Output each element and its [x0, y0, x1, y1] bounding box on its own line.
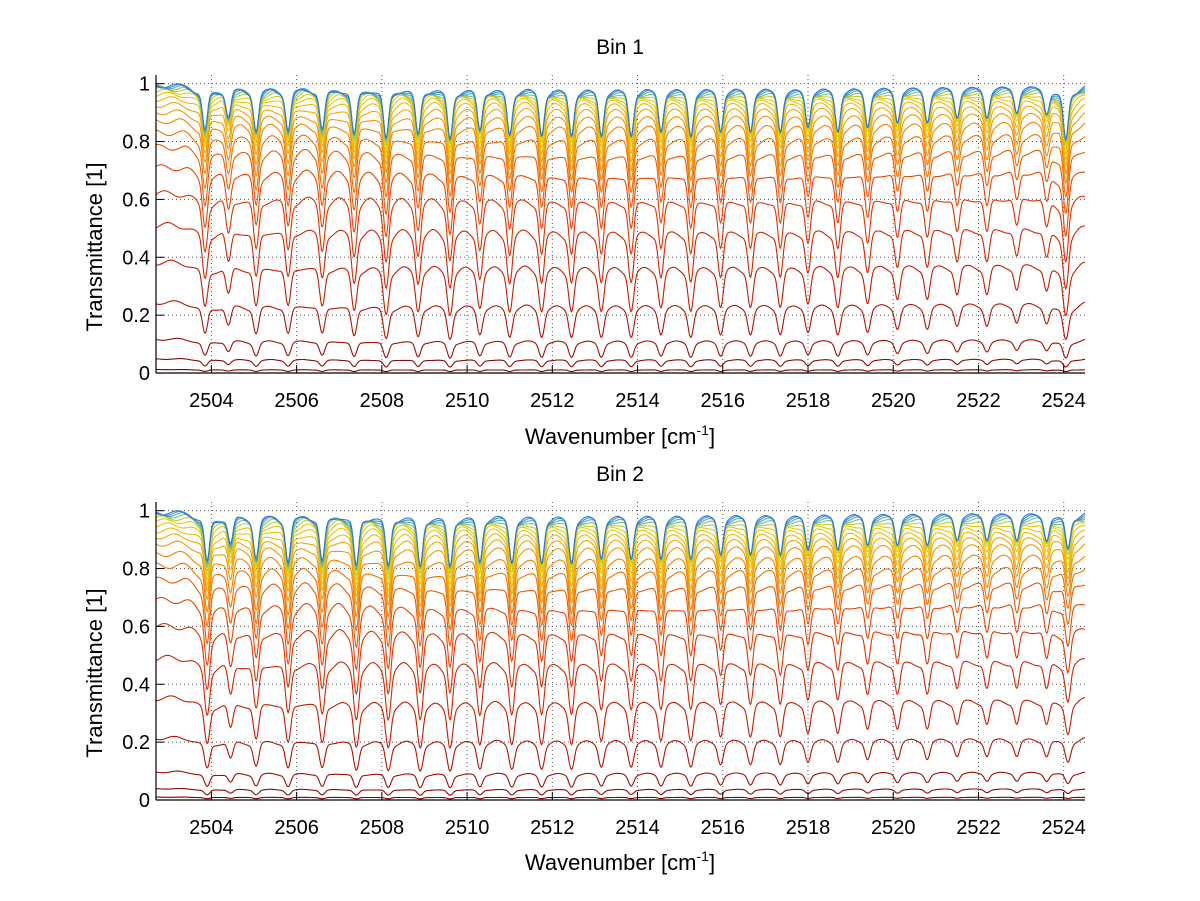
transmittance-series-line	[155, 533, 1086, 600]
transmittance-series-line	[155, 654, 1085, 722]
transmittance-series-line	[155, 358, 1086, 368]
y-tick-label: 0.2	[122, 732, 150, 754]
x-tick-label: 2506	[274, 390, 319, 412]
transmittance-series-line	[155, 83, 1086, 141]
transmittance-series-line	[155, 770, 1086, 789]
y-tick-label: 0	[139, 363, 150, 385]
transmittance-series-line	[155, 576, 1086, 649]
x-tick-label: 2522	[956, 817, 1001, 839]
x-tick-label: 2522	[956, 390, 1001, 412]
bin-1-series	[155, 83, 1086, 374]
y-tick-label: 1	[139, 74, 150, 96]
bin-1-title: Bin 1	[596, 36, 644, 59]
x-tick-label: 2518	[786, 390, 831, 412]
transmittance-series-line	[156, 259, 1086, 317]
transmittance-series-line	[156, 527, 1086, 593]
bin-1-x-axis-label: Wavenumber [cm-1]	[525, 422, 715, 449]
bin-2-axes	[155, 502, 1085, 801]
transmittance-series-line	[155, 562, 1086, 632]
y-tick-label: 0.6	[122, 189, 150, 211]
bin-2-tick-labels: 2504 2506 2508 2510 2512 2514 2516 2518 2520 2522…	[122, 501, 1086, 839]
x-tick-label: 2510	[445, 390, 490, 412]
transmittance-series-line	[155, 540, 1086, 608]
y-tick-label: 0.6	[122, 616, 150, 638]
y-tick-label: 0	[139, 790, 150, 812]
bin-2-panel: Bin 2 2504 2506 2508 2510 2512 2514 2516 2518 25…	[82, 463, 1086, 875]
transmittance-series-line	[155, 622, 1086, 696]
x-tick-label: 2520	[871, 390, 916, 412]
x-tick-label: 2510	[445, 817, 490, 839]
x-tick-label: 2518	[786, 817, 831, 839]
y-tick-label: 0.4	[122, 674, 150, 696]
x-tick-label: 2524	[1041, 817, 1086, 839]
x-tick-label: 2508	[360, 817, 405, 839]
x-tick-label: 2504	[189, 390, 234, 412]
y-tick-label: 0.8	[122, 132, 150, 154]
transmittance-series-line	[155, 550, 1086, 619]
x-tick-label: 2514	[615, 817, 660, 839]
x-tick-label: 2516	[701, 390, 746, 412]
x-tick-label: 2508	[360, 390, 405, 412]
x-tick-label: 2524	[1041, 390, 1086, 412]
y-tick-label: 0.4	[122, 247, 150, 269]
transmittance-series-line	[155, 190, 1086, 264]
y-tick-label: 0.2	[122, 305, 150, 327]
bin-1-y-axis-label: Transmittance [1]	[82, 162, 107, 331]
transmittance-series-line	[155, 109, 1086, 176]
transmittance-series-line	[155, 522, 1086, 587]
transmittance-series-line	[156, 796, 1085, 800]
x-tick-label: 2506	[274, 817, 319, 839]
x-tick-label: 2520	[871, 817, 916, 839]
bin-1-tick-labels: 2504 2506 2508 2510 2512 2514 2516 2518 2520 2522…	[122, 74, 1086, 412]
x-tick-label: 2512	[530, 817, 575, 839]
transmittance-series-line	[155, 222, 1085, 291]
transmittance-series-line	[155, 164, 1085, 238]
bin-1-panel: Bin 1 2504 2506 2508 2510 2512 2514 2516 2518 25…	[82, 36, 1086, 449]
transmittance-series-line	[155, 143, 1086, 216]
transmittance-series-line	[155, 596, 1085, 671]
transmittance-series-line	[155, 129, 1086, 199]
transmittance-series-line	[155, 735, 1086, 772]
transmittance-series-line	[155, 101, 1086, 168]
x-tick-label: 2516	[701, 817, 746, 839]
bin-2-title: Bin 2	[596, 463, 644, 486]
bin-2-y-axis-label: Transmittance [1]	[82, 588, 107, 757]
transmittance-series-line	[156, 96, 1086, 161]
transmittance-series-line	[155, 118, 1086, 185]
transmittance-series-line	[156, 368, 1085, 373]
transmittance-series-line	[155, 337, 1086, 359]
x-tick-label: 2512	[530, 390, 575, 412]
transmittance-series-line	[156, 695, 1086, 750]
x-tick-label: 2504	[189, 817, 234, 839]
x-tick-label: 2514	[615, 390, 660, 412]
bin-1-axes	[155, 75, 1085, 374]
transmittance-series-line	[155, 300, 1086, 341]
transmittance-series-line	[155, 510, 1086, 568]
y-tick-label: 0.8	[122, 559, 150, 581]
bin-2-x-axis-label: Wavenumber [cm-1]	[525, 848, 715, 875]
y-tick-label: 1	[139, 501, 150, 523]
transmittance-series-line	[156, 787, 1085, 796]
